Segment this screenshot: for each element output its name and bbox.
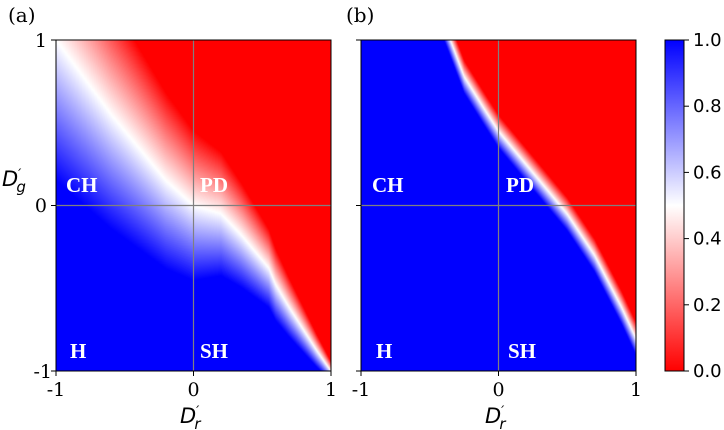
x-axis-label-b: D′ r bbox=[485, 404, 506, 430]
region-label-sh-b: SH bbox=[508, 339, 536, 363]
colorbar-tick-label: 0.6 bbox=[693, 162, 722, 183]
y-axis-label-a: D′ g bbox=[2, 167, 26, 196]
x-tick-label-b-0: 0 bbox=[492, 379, 504, 401]
colorbar-tick-label: 0.0 bbox=[693, 361, 722, 382]
x-tick-label-b-neg1: -1 bbox=[352, 379, 371, 401]
colorbar-tick-label: 0.8 bbox=[693, 96, 722, 117]
panel-a-label: (a) bbox=[8, 3, 36, 27]
colorbar: 0.0 0.2 0.4 0.6 0.8 1.0 bbox=[664, 30, 722, 382]
region-label-pd-a: PD bbox=[200, 173, 228, 197]
region-label-h-b: H bbox=[376, 339, 392, 363]
region-label-ch-b: CH bbox=[372, 173, 404, 197]
region-label-ch-a: CH bbox=[66, 173, 98, 197]
y-tick-label-a-1: 1 bbox=[35, 30, 47, 52]
panel-a: (a) CH PD H SH -1 0 1 1 0 -1 D′ r D′ g bbox=[2, 3, 337, 430]
colorbar-tick-label: 1.0 bbox=[693, 30, 722, 51]
region-label-pd-b: PD bbox=[506, 173, 534, 197]
colorbar-tick-label: 0.2 bbox=[693, 295, 722, 316]
x-tick-label-a-0: 0 bbox=[187, 379, 199, 401]
colorbar-ticks: 0.0 0.2 0.4 0.6 0.8 1.0 bbox=[684, 30, 722, 382]
panel-b: (b) CH PD H SH -1 0 1 D′ r bbox=[346, 3, 642, 430]
x-tick-label-a-neg1: -1 bbox=[47, 379, 66, 401]
y-tick-label-a-neg1: -1 bbox=[33, 361, 52, 383]
panel-b-label: (b) bbox=[346, 3, 374, 27]
region-label-h-a: H bbox=[70, 339, 86, 363]
x-axis-label-a: D′ r bbox=[180, 404, 201, 430]
colorbar-tick-label: 0.4 bbox=[693, 229, 722, 250]
region-label-sh-a: SH bbox=[200, 339, 228, 363]
colorbar-gradient bbox=[664, 39, 685, 372]
x-tick-label-a-1: 1 bbox=[325, 379, 337, 401]
y-tick-label-a-0: 0 bbox=[35, 195, 47, 217]
x-tick-label-b-1: 1 bbox=[630, 379, 642, 401]
